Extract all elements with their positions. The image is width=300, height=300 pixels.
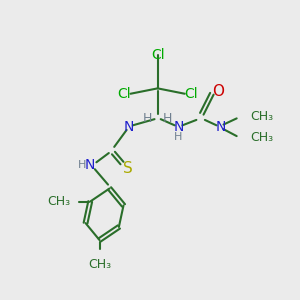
Text: H: H [143,112,152,125]
Text: CH₃: CH₃ [250,110,273,123]
Text: N: N [124,120,134,134]
Text: S: S [122,161,132,176]
Text: H: H [174,132,183,142]
Text: Cl: Cl [184,87,198,101]
Text: O: O [212,84,224,99]
Text: Cl: Cl [151,48,164,62]
Text: CH₃: CH₃ [88,258,111,271]
Text: N: N [85,158,95,172]
Text: CH₃: CH₃ [250,131,273,144]
Text: H: H [163,112,172,125]
Text: Cl: Cl [118,87,131,101]
Text: CH₃: CH₃ [47,195,70,208]
Text: N: N [173,120,184,134]
Text: H: H [78,160,87,170]
Text: N: N [215,120,226,134]
